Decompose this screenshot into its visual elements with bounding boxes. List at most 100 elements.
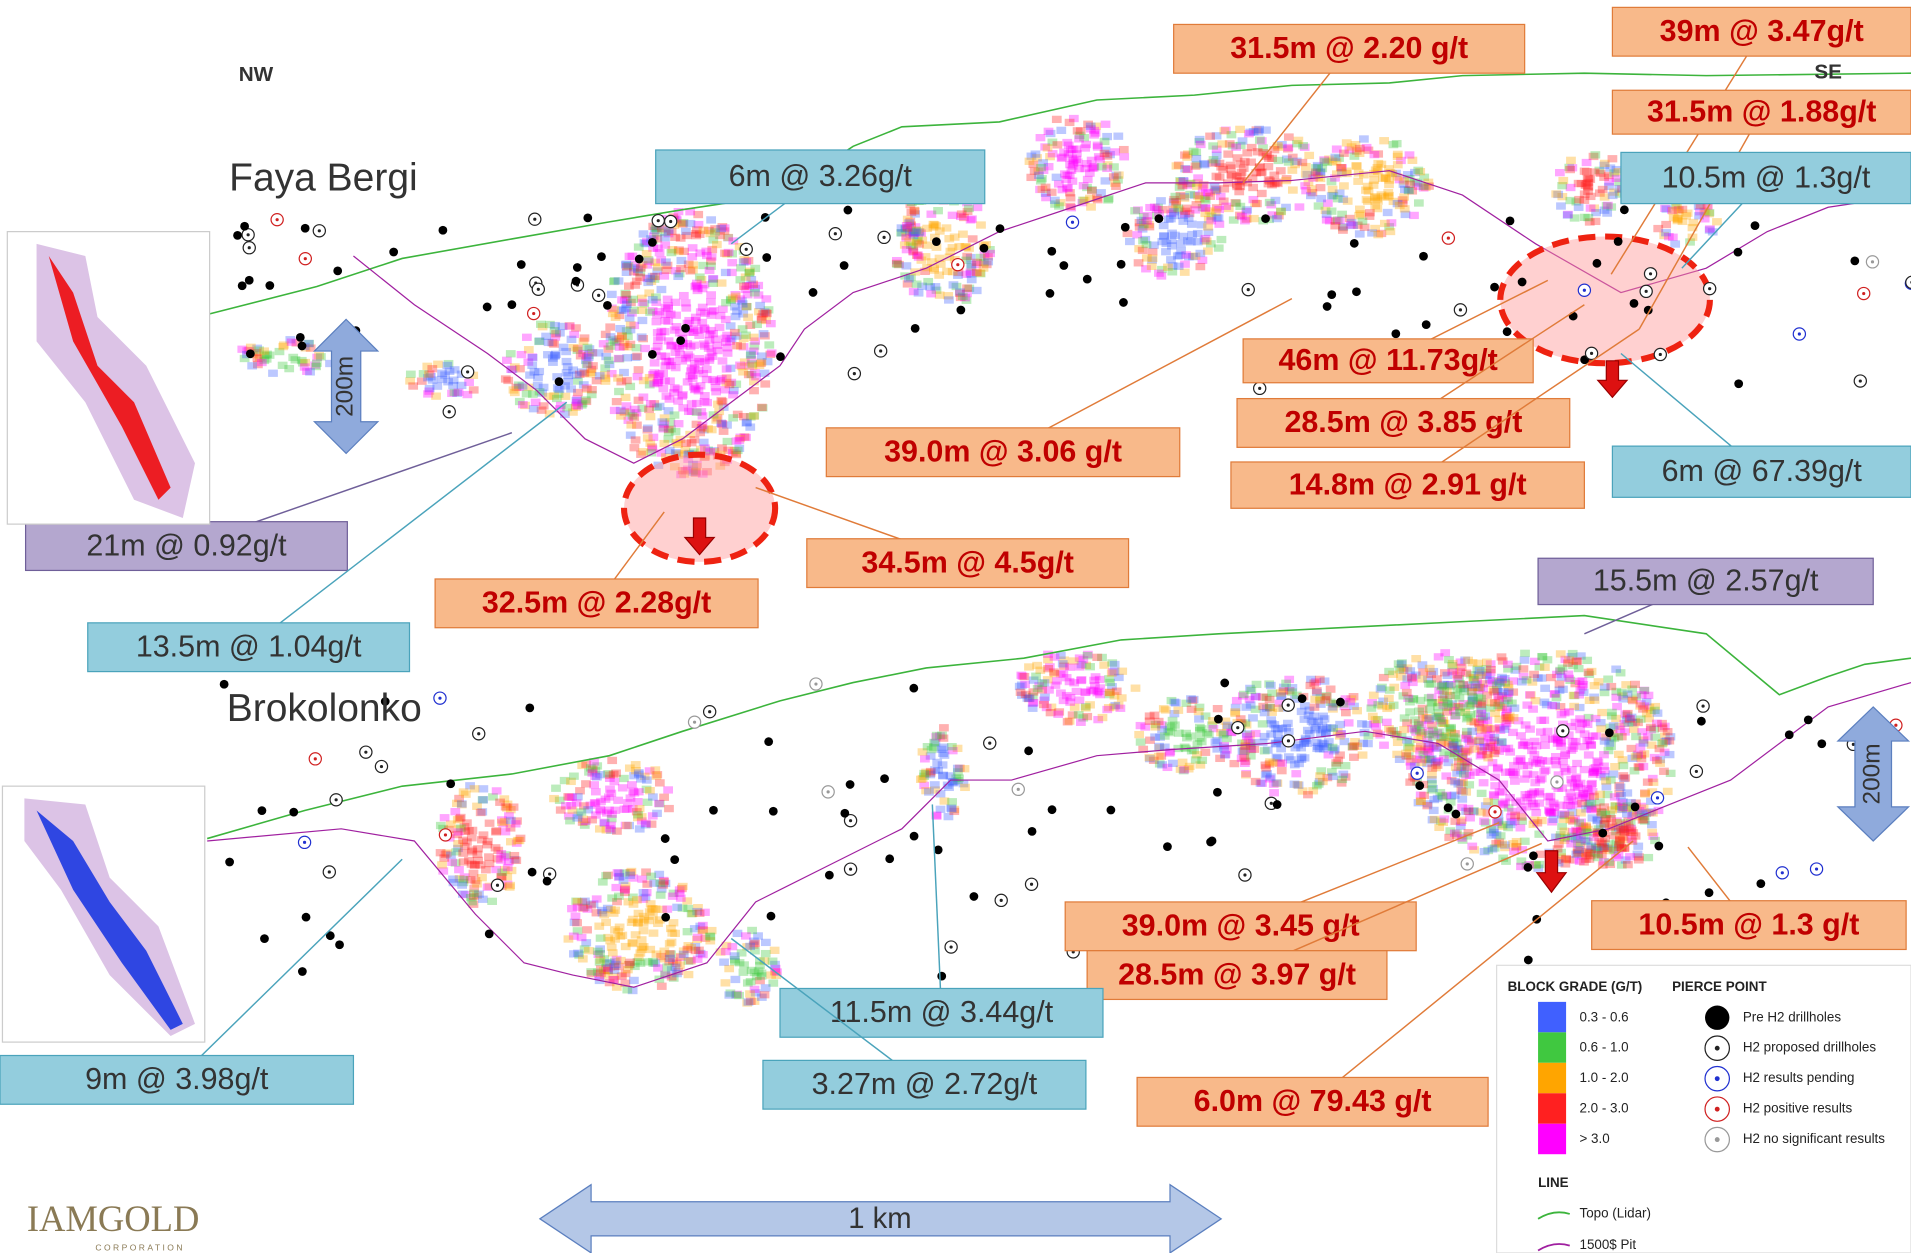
block xyxy=(454,815,465,823)
block xyxy=(653,336,663,344)
block xyxy=(422,362,433,370)
block xyxy=(1582,720,1593,729)
block xyxy=(1630,717,1640,726)
block xyxy=(437,375,448,384)
drillhole xyxy=(1082,274,1092,284)
callout-box xyxy=(434,578,759,629)
block xyxy=(1672,215,1683,223)
block xyxy=(938,772,948,780)
block xyxy=(955,288,965,296)
block xyxy=(892,260,903,269)
block xyxy=(687,253,698,261)
block xyxy=(695,428,706,437)
block xyxy=(1460,748,1471,756)
block xyxy=(690,469,701,477)
block xyxy=(1493,701,1504,710)
block xyxy=(1574,691,1585,699)
block xyxy=(1575,779,1586,788)
block xyxy=(961,296,972,304)
block xyxy=(1362,182,1373,191)
block xyxy=(1149,203,1160,211)
block xyxy=(1272,179,1283,188)
block xyxy=(523,383,534,391)
block xyxy=(571,401,581,410)
block xyxy=(1394,755,1405,763)
block xyxy=(738,368,748,376)
block xyxy=(1569,702,1580,711)
block xyxy=(1105,688,1115,696)
drillhole xyxy=(525,703,535,713)
block xyxy=(1065,202,1076,211)
drillhole xyxy=(708,710,712,714)
block xyxy=(1629,767,1640,775)
block xyxy=(1573,839,1583,847)
block xyxy=(1313,202,1324,210)
block xyxy=(1551,833,1561,841)
block xyxy=(719,458,730,467)
block xyxy=(1608,831,1619,840)
block xyxy=(1392,199,1403,208)
block xyxy=(1095,690,1105,699)
legend: BLOCK GRADE (G/T) PIERCE POINT LINE 0.3 … xyxy=(1496,964,1911,1253)
block xyxy=(1639,702,1650,710)
drillhole xyxy=(572,263,582,272)
block xyxy=(620,393,631,402)
block xyxy=(1172,252,1183,260)
block xyxy=(1585,852,1596,860)
block xyxy=(1459,685,1470,693)
block xyxy=(674,270,685,278)
block xyxy=(1184,209,1195,218)
block xyxy=(468,889,479,897)
block xyxy=(1037,686,1048,694)
block xyxy=(1211,204,1222,212)
block xyxy=(1417,661,1428,669)
block xyxy=(1315,168,1326,176)
block xyxy=(706,311,717,319)
block xyxy=(423,390,433,398)
block xyxy=(1110,701,1121,710)
block xyxy=(1214,173,1225,181)
block xyxy=(1398,666,1409,674)
block xyxy=(1496,738,1507,746)
block xyxy=(1315,183,1326,192)
block xyxy=(1474,724,1485,732)
block xyxy=(551,330,561,338)
block xyxy=(1618,803,1628,811)
block xyxy=(1388,726,1399,735)
block xyxy=(1349,702,1359,710)
block xyxy=(928,220,939,229)
block xyxy=(1462,759,1473,767)
block xyxy=(692,933,703,941)
block xyxy=(457,881,468,889)
block xyxy=(1457,836,1468,844)
block xyxy=(509,363,520,371)
block xyxy=(600,364,611,372)
block xyxy=(1596,840,1607,848)
block xyxy=(1611,853,1621,862)
drillhole xyxy=(839,261,849,270)
block xyxy=(1190,206,1201,214)
block xyxy=(1136,216,1147,225)
block xyxy=(929,738,940,747)
block xyxy=(1248,195,1259,204)
block xyxy=(1156,752,1167,760)
block xyxy=(1576,809,1586,817)
block xyxy=(603,933,614,942)
block xyxy=(621,402,632,410)
block xyxy=(1261,704,1272,712)
block xyxy=(603,871,613,879)
block xyxy=(761,316,771,325)
block xyxy=(1640,789,1650,797)
block xyxy=(469,861,480,869)
block xyxy=(1532,674,1543,682)
block xyxy=(1325,698,1336,706)
block xyxy=(945,772,956,780)
block xyxy=(1244,695,1255,704)
block xyxy=(621,304,631,312)
block xyxy=(926,290,936,298)
block xyxy=(550,333,561,341)
block xyxy=(1306,191,1316,200)
block xyxy=(1093,715,1104,724)
block xyxy=(653,372,664,380)
block xyxy=(1373,231,1384,239)
